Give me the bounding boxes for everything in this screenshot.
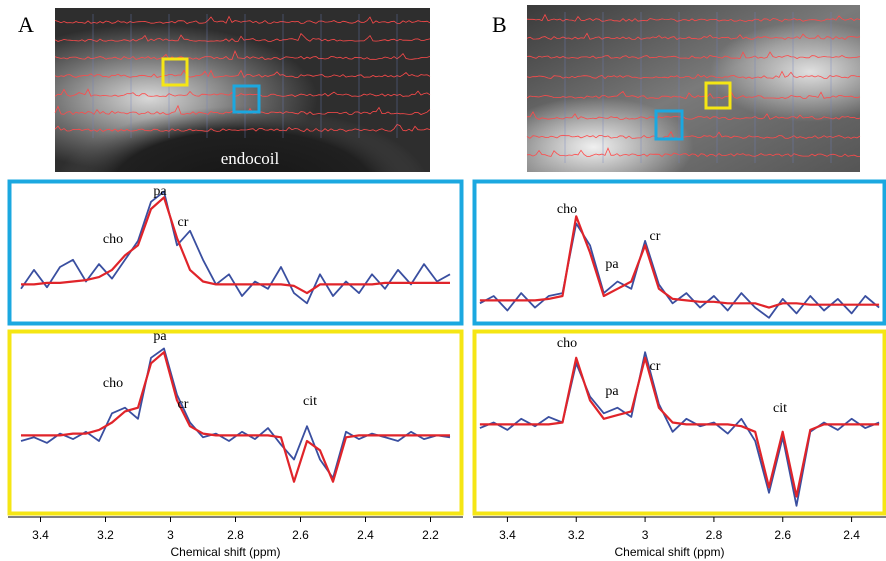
trace [526, 90, 861, 99]
panel-frame [472, 179, 886, 326]
x-tick-label: 2.2 [422, 528, 439, 542]
x-tick-label: 3.2 [97, 528, 114, 542]
trace [526, 13, 861, 22]
x-tick-label: 3.4 [499, 528, 516, 542]
trace [526, 70, 861, 80]
panel-frame [472, 329, 886, 516]
peak-label: cho [103, 376, 123, 391]
trace [526, 51, 861, 59]
trace [54, 124, 431, 132]
peak-label: pa [605, 257, 619, 272]
peak-label: cho [557, 336, 577, 351]
trace [54, 50, 431, 60]
peak-label: cit [303, 394, 317, 409]
spectrum-line [479, 222, 880, 319]
trace [54, 15, 431, 24]
panel-frame [7, 329, 464, 516]
panel-label: A [18, 12, 34, 37]
trace [526, 111, 861, 120]
x-axis-label: Chemical shift (ppm) [170, 545, 280, 559]
x-tick-label: 2.6 [292, 528, 309, 542]
spectrum-line [21, 196, 450, 295]
image-a: endocoil [54, 8, 431, 172]
trace [526, 32, 861, 40]
image-b [526, 5, 861, 172]
x-tick-label: 2.6 [774, 528, 791, 542]
spectrum-panel [20, 190, 451, 305]
spectrum-panel [479, 351, 880, 507]
x-tick-label: 2.8 [706, 528, 723, 542]
x-tick-label: 3.2 [568, 528, 585, 542]
spectrum-panel [479, 215, 880, 319]
x-tick-label: 2.8 [227, 528, 244, 542]
trace [526, 130, 861, 139]
x-tick-label: 2.4 [843, 528, 860, 542]
x-axis-label: Chemical shift (ppm) [614, 545, 724, 559]
trace [54, 88, 431, 97]
peak-label: cho [103, 232, 123, 247]
trace [526, 147, 861, 158]
spectrum-line [479, 215, 880, 309]
spectrum-line [20, 347, 451, 479]
x-tick-label: 3 [167, 528, 174, 542]
panel-frame [7, 179, 464, 326]
spectrum-line [21, 351, 450, 483]
spectrum-line [479, 356, 880, 498]
trace [54, 32, 431, 42]
spectrum-panel [20, 347, 451, 483]
image-label: endocoil [221, 149, 280, 168]
spectrum-line [20, 190, 451, 305]
x-tick-label: 3 [642, 528, 649, 542]
spectrum-line [479, 351, 880, 507]
peak-label: cr [178, 397, 189, 412]
peak-label: cit [773, 401, 787, 416]
peak-label: cr [178, 215, 189, 230]
peak-label: pa [153, 329, 167, 344]
peak-label: cr [650, 359, 661, 374]
x-tick-label: 2.4 [357, 528, 374, 542]
peak-label: pa [153, 184, 167, 199]
trace [54, 69, 431, 79]
peak-label: cho [557, 202, 577, 217]
x-tick-label: 3.4 [32, 528, 49, 542]
peak-label: pa [605, 384, 619, 399]
panel-label: B [492, 12, 507, 37]
peak-label: cr [650, 229, 661, 244]
